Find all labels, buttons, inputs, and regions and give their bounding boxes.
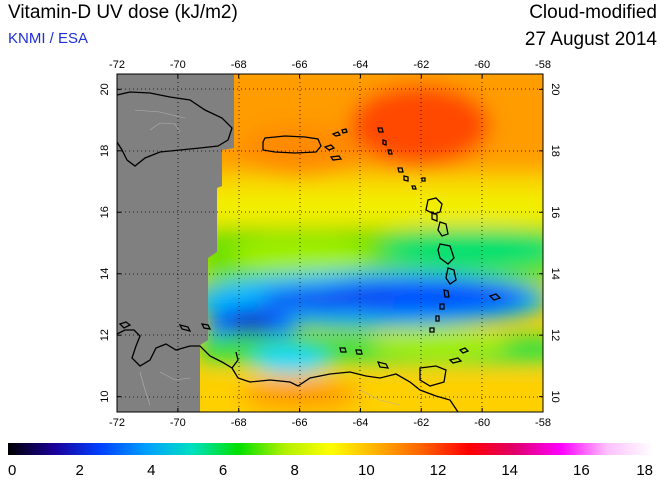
lon-tick-label-top: -72 xyxy=(109,59,125,71)
date-label: 27 August 2014 xyxy=(524,29,657,50)
lon-tick-label-bottom: -58 xyxy=(535,417,551,429)
colorbar-label: 8 xyxy=(290,462,298,479)
colorbar-label: 0 xyxy=(8,462,16,479)
product-label: Cloud-modified xyxy=(529,2,657,23)
colorbar-label: 6 xyxy=(219,462,227,479)
lon-tick-label-top: -66 xyxy=(292,59,308,71)
lat-tick-label-left: 14 xyxy=(99,268,111,280)
lat-tick-label-left: 16 xyxy=(99,206,111,218)
uv-field xyxy=(117,74,543,412)
st-lucia-coast xyxy=(445,267,457,285)
lat-tick-label-right: 10 xyxy=(549,391,561,403)
colorbar xyxy=(8,443,653,455)
lon-tick-label-bottom: -60 xyxy=(474,417,490,429)
lat-tick-label-right: 18 xyxy=(549,145,561,157)
dominica-coast xyxy=(437,221,449,237)
trinidad-coast xyxy=(419,365,447,387)
colorbar-label: 4 xyxy=(147,462,155,479)
lat-tick-label-right: 12 xyxy=(549,329,561,341)
lon-tick-label-top: -68 xyxy=(231,59,247,71)
lon-tick-label-bottom: -64 xyxy=(352,417,368,429)
hispaniola-coast xyxy=(117,91,233,167)
guadeloupe-coast xyxy=(425,197,443,215)
lon-tick-label-bottom: -68 xyxy=(231,417,247,429)
lon-tick-label-top: -62 xyxy=(413,59,429,71)
colorbar-label: 10 xyxy=(358,462,375,479)
colorbar-label: 12 xyxy=(430,462,447,479)
colorbar-label: 2 xyxy=(75,462,83,479)
credit-label: KNMI / ESA xyxy=(8,30,89,47)
martinique-coast xyxy=(437,243,455,265)
colorbar-label: 16 xyxy=(573,462,590,479)
coastlines xyxy=(117,91,502,412)
map-title: Vitamin-D UV dose (kJ/m2) xyxy=(8,2,238,23)
lon-tick-label-top: -70 xyxy=(170,59,186,71)
lat-tick-label-right: 16 xyxy=(549,206,561,218)
axis-ticks: -72 -72 -70 -70 -68 -68 -66 -66 -64 -64 -62 -62 -60 -… xyxy=(99,59,561,429)
lon-tick-label-top: -58 xyxy=(535,59,551,71)
colorbar-labels: 0 2 4 6 8 10 12 14 16 18 xyxy=(8,462,653,479)
colorbar-label: 14 xyxy=(501,462,518,479)
lon-tick-label-bottom: -66 xyxy=(292,417,308,429)
map-frame xyxy=(116,73,544,413)
lat-tick-label-right: 20 xyxy=(549,83,561,95)
graticule xyxy=(117,74,543,412)
lat-tick-label-right: 14 xyxy=(549,268,561,280)
lon-tick-label-bottom: -70 xyxy=(170,417,186,429)
lon-tick-label-top: -64 xyxy=(352,59,368,71)
lon-tick-label-bottom: -62 xyxy=(413,417,429,429)
lon-tick-label-top: -60 xyxy=(474,59,490,71)
lat-tick-label-left: 20 xyxy=(99,83,111,95)
lat-tick-label-left: 10 xyxy=(99,391,111,403)
lon-tick-label-bottom: -72 xyxy=(109,417,125,429)
lat-tick-label-left: 18 xyxy=(99,145,111,157)
puerto-rico-coast xyxy=(262,135,322,154)
lat-tick-label-left: 12 xyxy=(99,329,111,341)
south-america-coast xyxy=(117,329,459,412)
colorbar-label: 18 xyxy=(636,462,653,479)
